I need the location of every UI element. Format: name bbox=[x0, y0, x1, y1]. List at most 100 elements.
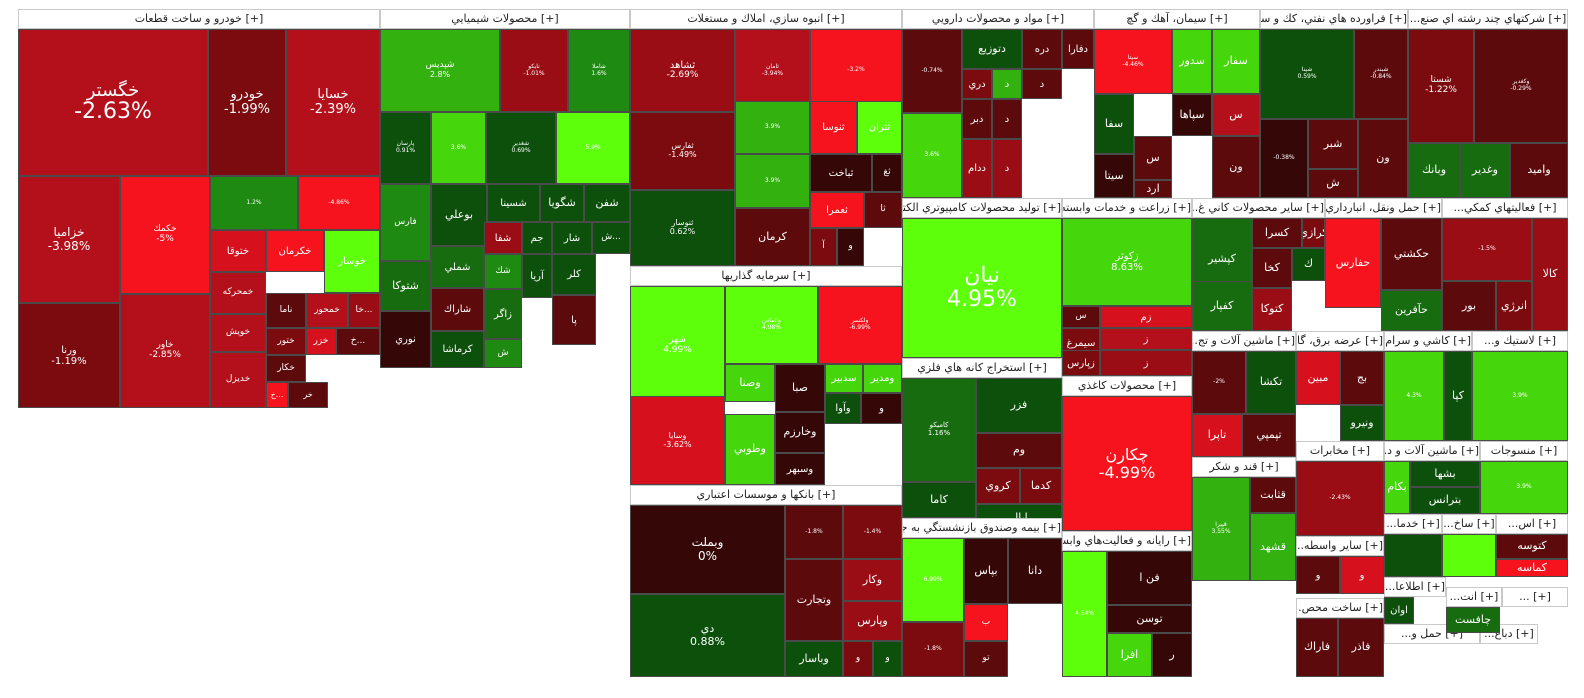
stock-tile[interactable]: كفپار bbox=[1192, 281, 1252, 331]
stock-tile[interactable]: خوساز bbox=[324, 230, 380, 293]
stock-tile[interactable]: ددام bbox=[962, 139, 992, 198]
stock-tile[interactable]: قشهد bbox=[1250, 513, 1296, 581]
stock-tile[interactable]: -1.4% bbox=[843, 505, 902, 559]
stock-tile[interactable]: ثتران bbox=[857, 101, 902, 154]
stock-tile[interactable]: كماسه bbox=[1496, 559, 1568, 577]
stock-tile[interactable]: شاملا 1.6% bbox=[568, 29, 630, 112]
stock-tile[interactable]: وكغدير -0.29% bbox=[1474, 29, 1568, 143]
stock-tile[interactable]: 3.6% bbox=[902, 113, 962, 198]
stock-tile[interactable]: فاذر bbox=[1338, 618, 1384, 677]
stock-tile[interactable]: ونيرو bbox=[1340, 405, 1384, 441]
stock-tile[interactable]: وبانك bbox=[1408, 143, 1460, 198]
stock-tile[interactable]: كخا bbox=[1252, 248, 1292, 288]
stock-tile[interactable]: بور bbox=[1442, 281, 1496, 331]
stock-tile[interactable]: ثنوسا bbox=[810, 101, 857, 154]
stock-tile[interactable]: خزر bbox=[306, 328, 336, 355]
stock-tile[interactable]: وم bbox=[976, 433, 1062, 468]
stock-tile[interactable]: ثغ bbox=[872, 154, 902, 192]
stock-tile[interactable]: خگستر -2.63% bbox=[18, 29, 208, 176]
stock-tile[interactable]: چافست bbox=[1446, 607, 1500, 633]
stock-tile[interactable]: وصنا bbox=[725, 364, 775, 402]
stock-tile[interactable]: وسبهر bbox=[775, 453, 825, 485]
stock-tile[interactable]: س bbox=[1212, 94, 1260, 136]
stock-tile[interactable]: 3.9% bbox=[1472, 351, 1568, 441]
sector-title[interactable]: [+] كاشي و سرام... bbox=[1384, 331, 1472, 351]
stock-tile[interactable]: بكام bbox=[1384, 461, 1410, 514]
sector-title[interactable]: [+] بيمه وصندوق بازنشستگي به جز... bbox=[902, 518, 1062, 538]
sector-title[interactable]: [+] اطلاعا... bbox=[1384, 577, 1446, 597]
sector-title[interactable]: [+] محصولات شيميايي bbox=[380, 9, 630, 29]
stock-tile[interactable]: وآوا bbox=[825, 393, 861, 424]
sector-title[interactable]: [+] لاستيك و... bbox=[1472, 331, 1568, 351]
stock-tile[interactable]: والماس 4.98% bbox=[725, 286, 818, 364]
stock-tile[interactable]: بشها bbox=[1410, 461, 1480, 487]
stock-tile[interactable]: -4.86% bbox=[298, 176, 380, 230]
stock-tile[interactable]: پا bbox=[552, 295, 596, 345]
stock-tile[interactable]: كرازي bbox=[1302, 218, 1325, 248]
stock-tile[interactable]: وپارس bbox=[843, 601, 902, 641]
stock-tile[interactable]: خكار bbox=[266, 355, 306, 382]
stock-tile[interactable]: بج bbox=[1340, 351, 1384, 405]
stock-tile[interactable]: قثابت bbox=[1250, 477, 1296, 513]
stock-tile[interactable]: د bbox=[992, 99, 1022, 139]
stock-tile[interactable]: كرماشا bbox=[431, 331, 484, 368]
sector-title[interactable]: [+] خودرو و ساخت قطعات bbox=[18, 9, 380, 29]
stock-tile[interactable]: ثفارس -1.49% bbox=[630, 112, 735, 190]
stock-tile[interactable]: فارس bbox=[380, 184, 431, 261]
stock-tile[interactable]: شپديس 2.8% bbox=[380, 29, 500, 112]
stock-tile[interactable]: كتوكا bbox=[1252, 288, 1292, 331]
stock-tile[interactable]: شفا bbox=[484, 222, 522, 254]
stock-tile[interactable]: و bbox=[1340, 556, 1384, 594]
stock-tile[interactable]: آريا bbox=[522, 254, 552, 298]
stock-tile[interactable]: نيان 4.95% bbox=[902, 218, 1062, 358]
stock-tile[interactable]: وغدير bbox=[1460, 143, 1510, 198]
stock-tile[interactable]: وخارزم bbox=[775, 412, 825, 453]
stock-tile[interactable]: شسينا bbox=[487, 184, 540, 222]
stock-tile[interactable]: خديزل bbox=[210, 352, 266, 408]
stock-tile[interactable]: حكشتي bbox=[1381, 218, 1442, 290]
sector-title[interactable]: [+] فعاليتهاي كمكي... bbox=[1442, 198, 1568, 218]
sector-title[interactable]: [+] ماشين آلات و تج... bbox=[1192, 331, 1296, 351]
stock-tile[interactable]: وكار bbox=[843, 559, 902, 601]
stock-tile[interactable]: شفن bbox=[584, 184, 630, 222]
sector-title[interactable]: [+] انت... bbox=[1446, 587, 1502, 607]
stock-tile[interactable]: خر bbox=[288, 382, 328, 408]
stock-tile[interactable]: كالا bbox=[1532, 218, 1568, 331]
stock-tile[interactable]: سپاها bbox=[1172, 94, 1212, 136]
stock-tile[interactable]: دتوزيع bbox=[962, 29, 1022, 69]
sector-title[interactable]: [+] فراورده هاي نفتي، كك و سو... bbox=[1260, 9, 1408, 29]
stock-tile[interactable]: وباسار bbox=[785, 641, 843, 677]
stock-tile[interactable]: انرژي bbox=[1496, 281, 1532, 331]
stock-tile[interactable]: خودرو -1.99% bbox=[208, 29, 286, 176]
stock-tile[interactable]: واميد bbox=[1510, 143, 1568, 198]
stock-tile[interactable]: ناما bbox=[266, 293, 306, 328]
stock-tile[interactable]: آ bbox=[810, 228, 837, 266]
sector-title[interactable]: [+] خدما... bbox=[1384, 514, 1442, 534]
stock-tile[interactable]: 6.99% bbox=[902, 538, 964, 622]
stock-tile[interactable]: تو bbox=[964, 641, 1008, 677]
stock-tile[interactable]: زكوثر 8.63% bbox=[1062, 218, 1192, 306]
stock-tile[interactable]: خسايا -2.39% bbox=[286, 29, 380, 176]
stock-tile[interactable]: -1.8% bbox=[785, 505, 843, 559]
stock-tile[interactable]: 4.54% bbox=[1062, 551, 1107, 677]
stock-tile[interactable]: شار bbox=[552, 222, 592, 254]
sector-title[interactable]: [+] مخابرات bbox=[1296, 441, 1384, 461]
stock-tile[interactable]: فزر bbox=[976, 378, 1062, 433]
stock-tile[interactable] bbox=[1442, 534, 1496, 577]
sector-title[interactable]: [+] ساير واسطه... bbox=[1296, 536, 1384, 556]
stock-tile[interactable]: اوان bbox=[1384, 597, 1414, 624]
stock-tile[interactable]: افرا bbox=[1107, 633, 1152, 677]
stock-tile[interactable]: كروي bbox=[976, 468, 1020, 504]
stock-tile[interactable]: خكرمان bbox=[266, 230, 324, 272]
stock-tile[interactable]: ش bbox=[484, 339, 522, 368]
stock-tile[interactable]: ورنا -1.19% bbox=[18, 303, 120, 408]
stock-tile[interactable]: و bbox=[1296, 556, 1340, 594]
stock-tile[interactable]: وسايا -3.62% bbox=[630, 396, 725, 485]
stock-tile[interactable]: ب bbox=[964, 604, 1008, 641]
sector-title[interactable]: [+] منسوجات bbox=[1480, 441, 1568, 461]
stock-tile[interactable]: زپارس bbox=[1062, 350, 1100, 376]
stock-tile[interactable]: كلر bbox=[552, 254, 596, 295]
stock-tile[interactable]: ش... bbox=[592, 222, 630, 254]
stock-tile[interactable]: 3.9% bbox=[1480, 461, 1568, 514]
stock-tile[interactable]: ثامان -3.94% bbox=[735, 29, 810, 112]
